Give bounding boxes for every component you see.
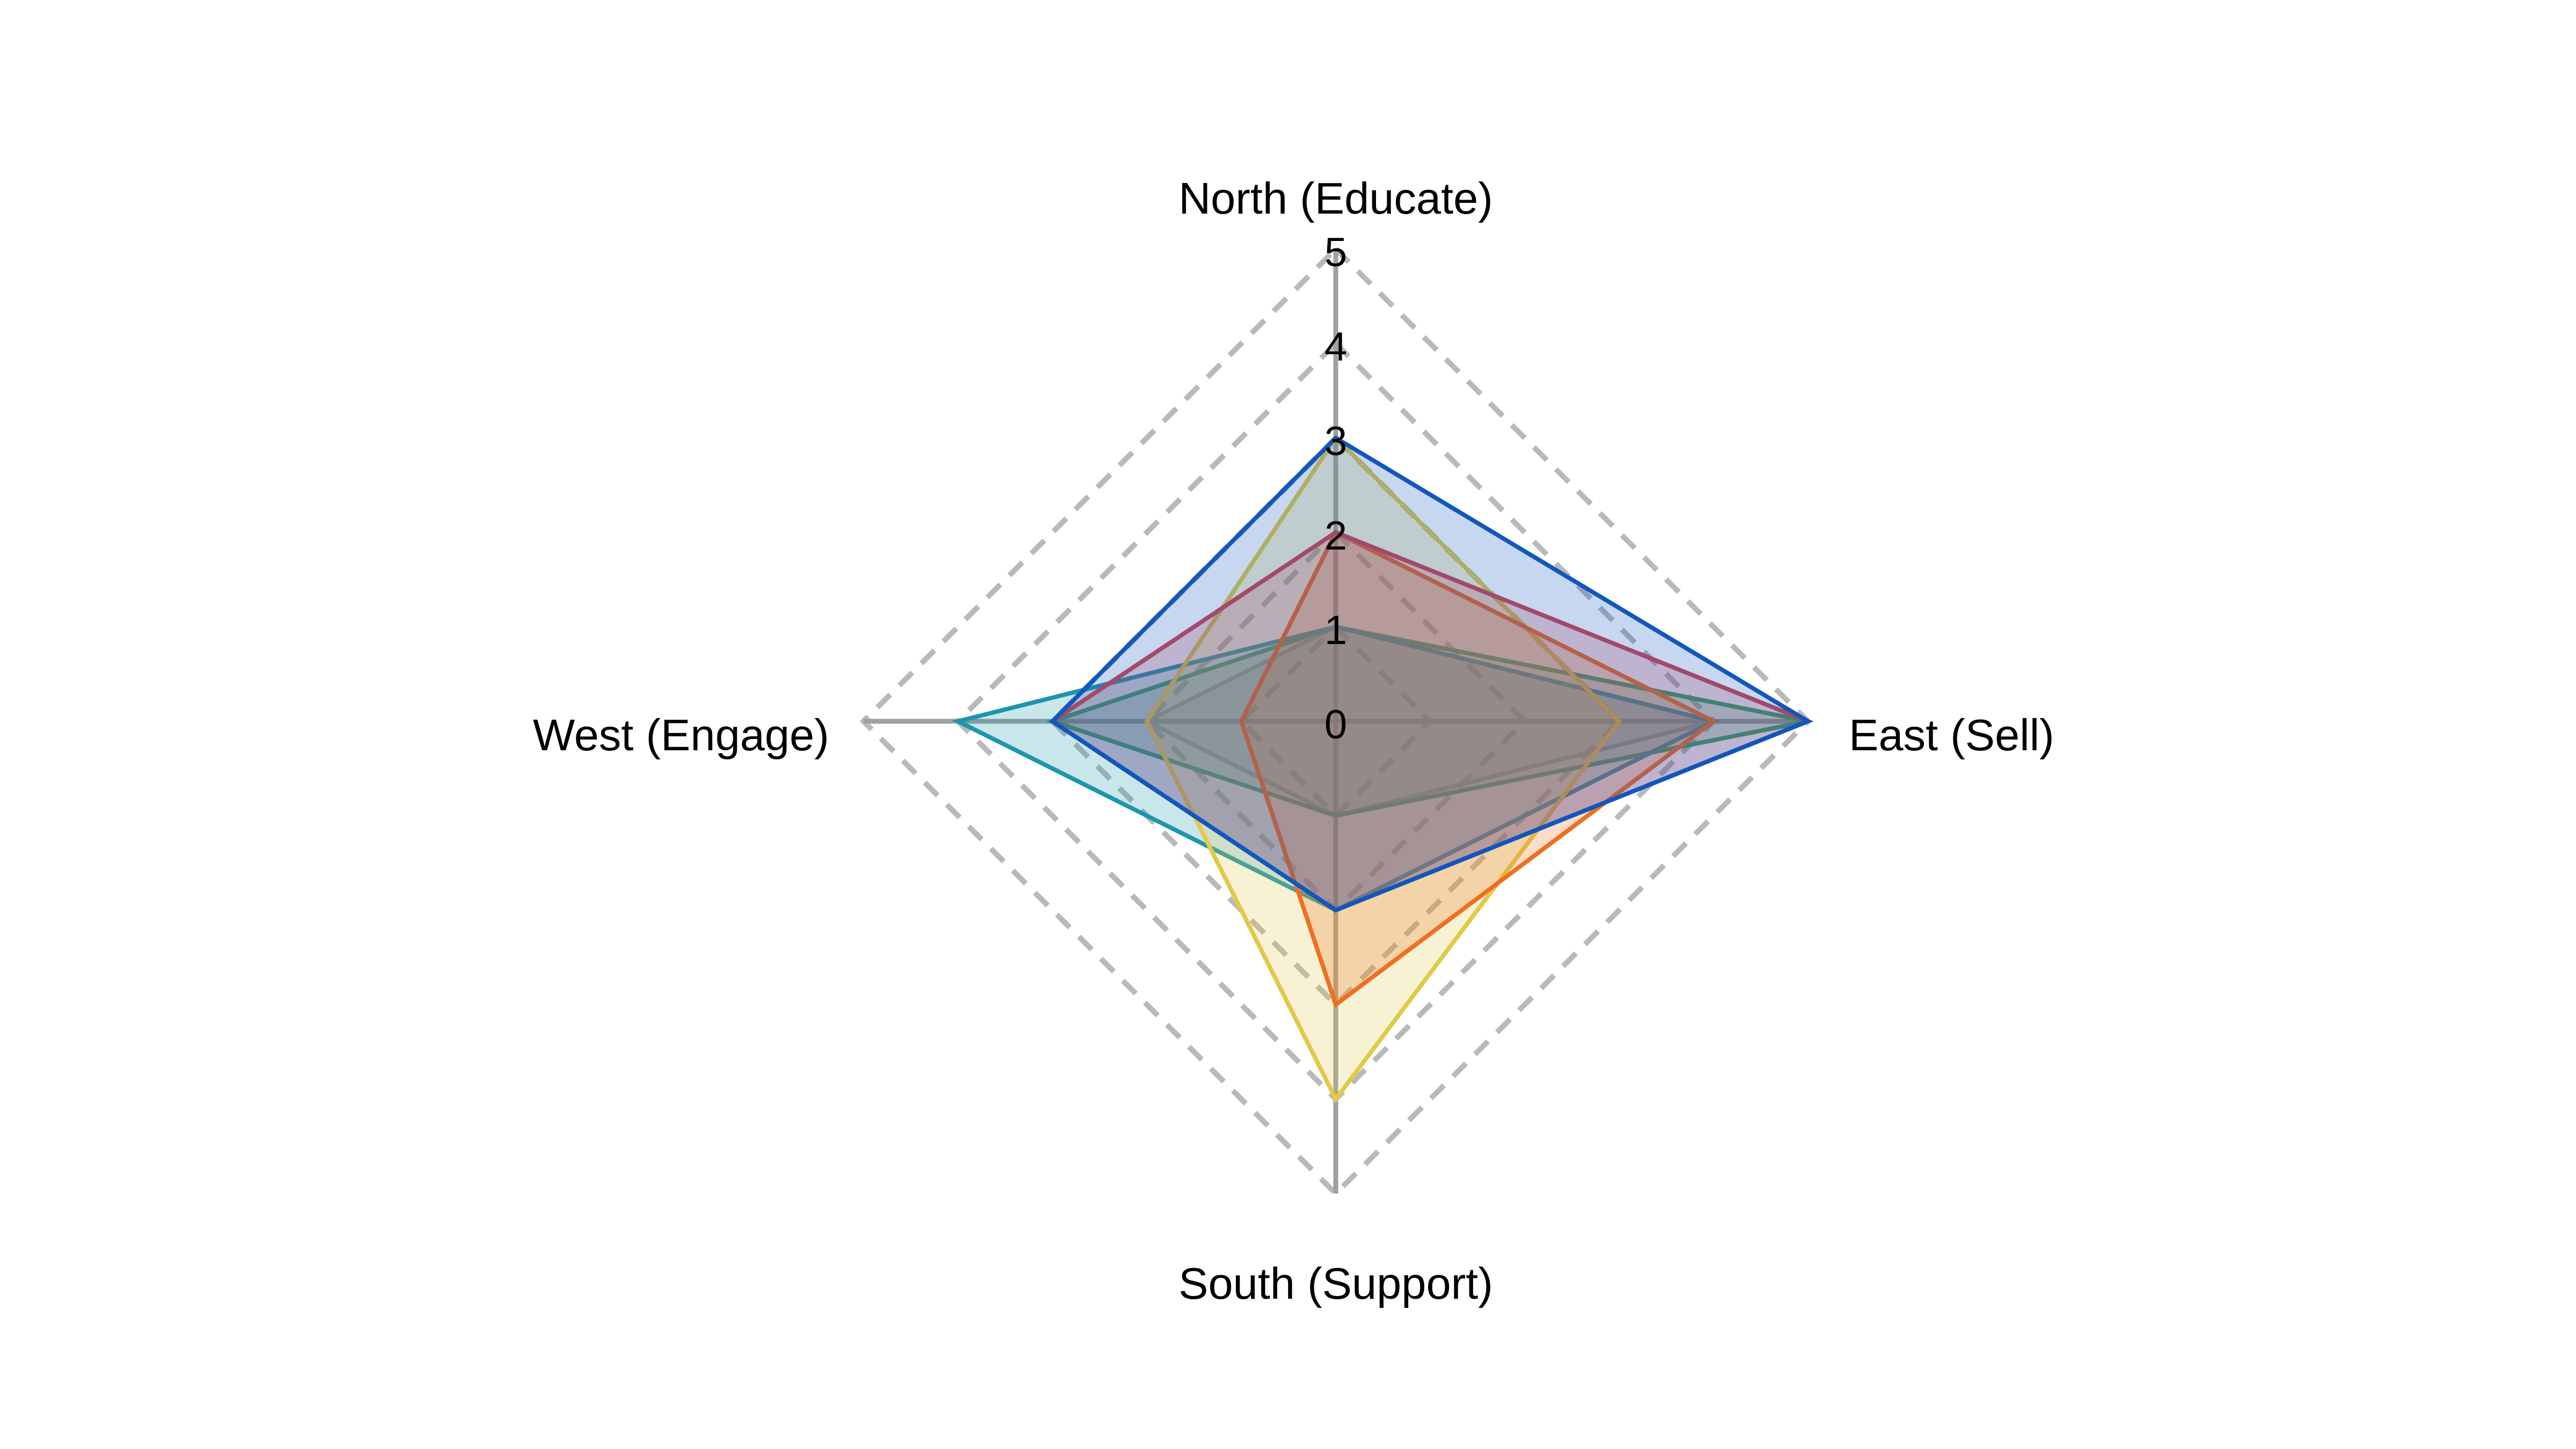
radial-tick-label-4: 4 (1324, 324, 1347, 370)
radial-tick-label-1: 1 (1324, 608, 1347, 653)
series-line-orange (1239, 529, 1718, 1008)
axis-label-west: West (Engage) (533, 710, 829, 760)
series-fill-blue (1052, 438, 1808, 910)
grid-ring-r5 (859, 245, 1812, 1198)
series-fill-red (1052, 532, 1808, 910)
radial-tick-label-0: 0 (1324, 702, 1347, 748)
axis-label-north: North (Educate) (1179, 173, 1493, 223)
series-fill-orange (1241, 532, 1714, 1005)
series-fill-teal (958, 627, 1714, 910)
axis-label-south: South (Support) (1179, 1258, 1493, 1308)
series-fill-gray (1147, 627, 1714, 816)
radial-tick-label-5: 5 (1324, 230, 1347, 275)
series-line-blue (1049, 435, 1813, 913)
series-fill-green (1052, 627, 1808, 816)
radial-tick-label-3: 3 (1324, 419, 1347, 464)
radial-tick-label-2: 2 (1324, 513, 1347, 559)
axis-label-east: East (Sell) (1849, 710, 2054, 760)
